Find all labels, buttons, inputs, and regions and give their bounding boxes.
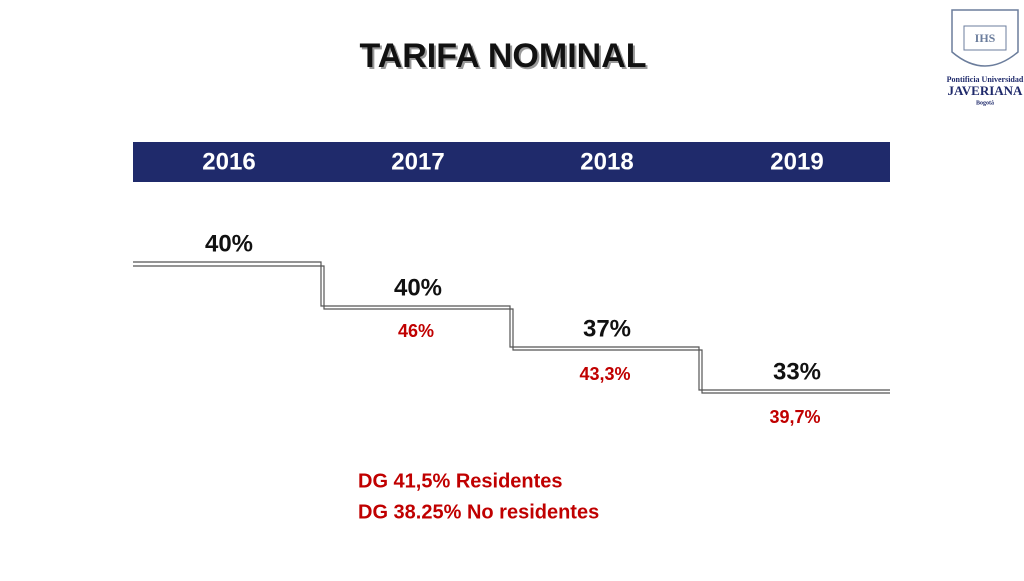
surcharge: 46%	[398, 321, 434, 341]
step-line	[133, 261, 890, 394]
logo-line2: JAVERIANA	[948, 83, 1023, 98]
year-header: 2017	[391, 148, 444, 175]
year-header: 2018	[580, 148, 633, 175]
rate: 37%	[583, 315, 631, 342]
logo: IHS Pontificia Universidad JAVERIANA Bog…	[947, 9, 1024, 106]
note: DG 41,5% Residentes	[358, 470, 563, 492]
header-bar	[133, 142, 890, 182]
year-header: 2019	[770, 148, 823, 175]
svg-text:IHS: IHS	[975, 31, 996, 45]
title: TARIFA NOMINAL	[359, 37, 646, 75]
logo-line3: Bogotá	[976, 100, 994, 106]
surcharge: 39,7%	[769, 407, 820, 427]
logo-line1: Pontificia Universidad	[947, 75, 1024, 84]
title-shadow: TARIFA NOMINAL	[361, 39, 648, 77]
rate: 40%	[205, 230, 253, 257]
rate: 40%	[394, 274, 442, 301]
year-header: 2016	[202, 148, 255, 175]
note: DG 38.25% No residentes	[358, 501, 599, 523]
rate: 33%	[773, 358, 821, 385]
surcharge: 43,3%	[579, 364, 630, 384]
